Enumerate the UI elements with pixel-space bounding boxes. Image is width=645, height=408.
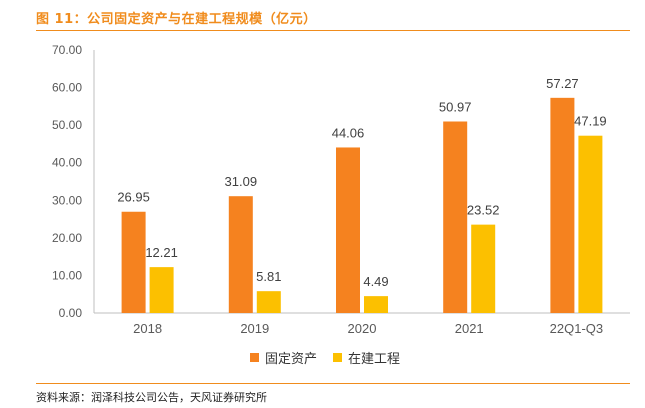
y-tick-label: 60.00 bbox=[52, 81, 82, 95]
data-label: 47.19 bbox=[574, 114, 607, 129]
title-divider bbox=[36, 30, 630, 31]
bar-cip bbox=[256, 291, 281, 313]
bar-chart: 0.00 10.00 20.00 30.00 40.00 50.00 60.00 70.00 2… bbox=[52, 43, 630, 336]
data-label: 31.09 bbox=[225, 174, 258, 189]
legend-item-fixed-assets: 固定资产 bbox=[250, 348, 317, 367]
y-tick-label: 20.00 bbox=[52, 231, 82, 245]
bar-fixed-assets bbox=[121, 211, 146, 313]
x-tick-label: 2019 bbox=[240, 321, 269, 336]
y-tick-label: 40.00 bbox=[52, 156, 82, 170]
x-tick-label: 2020 bbox=[348, 321, 377, 336]
bar-cip bbox=[149, 267, 174, 313]
footer-divider bbox=[36, 383, 630, 384]
legend-swatch-fixed-assets bbox=[250, 353, 259, 362]
y-tick-label: 30.00 bbox=[52, 193, 82, 207]
data-label: 4.49 bbox=[363, 274, 388, 289]
x-tick-label: 2018 bbox=[133, 321, 162, 336]
data-label: 57.27 bbox=[546, 76, 579, 91]
y-tick-label: 50.00 bbox=[52, 118, 82, 132]
legend-label-fixed-assets: 固定资产 bbox=[265, 352, 318, 367]
y-tick-label: 10.00 bbox=[52, 268, 82, 282]
bar-cip bbox=[471, 224, 496, 313]
legend-label-cip: 在建工程 bbox=[348, 352, 401, 367]
bar-fixed-assets bbox=[443, 121, 468, 313]
data-label: 50.97 bbox=[439, 99, 472, 114]
data-label: 5.81 bbox=[256, 269, 281, 284]
bar-fixed-assets bbox=[228, 196, 253, 313]
source-note: 资料来源：润泽科技公司公告，天风证券研究所 bbox=[36, 391, 267, 404]
chart-legend: 固定资产 在建工程 bbox=[250, 348, 400, 367]
bar-cip bbox=[578, 135, 603, 313]
y-tick-label: 70.00 bbox=[52, 43, 82, 57]
x-tick-label: 22Q1-Q3 bbox=[550, 321, 603, 336]
bar-cip bbox=[364, 296, 388, 313]
data-label: 12.21 bbox=[145, 245, 178, 260]
legend-swatch-cip bbox=[333, 353, 343, 362]
data-label: 23.52 bbox=[467, 203, 500, 218]
y-tick-label: 0.00 bbox=[59, 306, 83, 320]
bar-fixed-assets bbox=[550, 97, 575, 313]
legend-item-cip: 在建工程 bbox=[333, 348, 400, 367]
data-label: 44.06 bbox=[332, 125, 365, 140]
data-label: 26.95 bbox=[117, 190, 150, 205]
x-tick-label: 2021 bbox=[455, 321, 484, 336]
bar-fixed-assets bbox=[336, 147, 360, 313]
chart-title: 图 11：公司固定资产与在建工程规模（亿元） bbox=[36, 12, 317, 27]
